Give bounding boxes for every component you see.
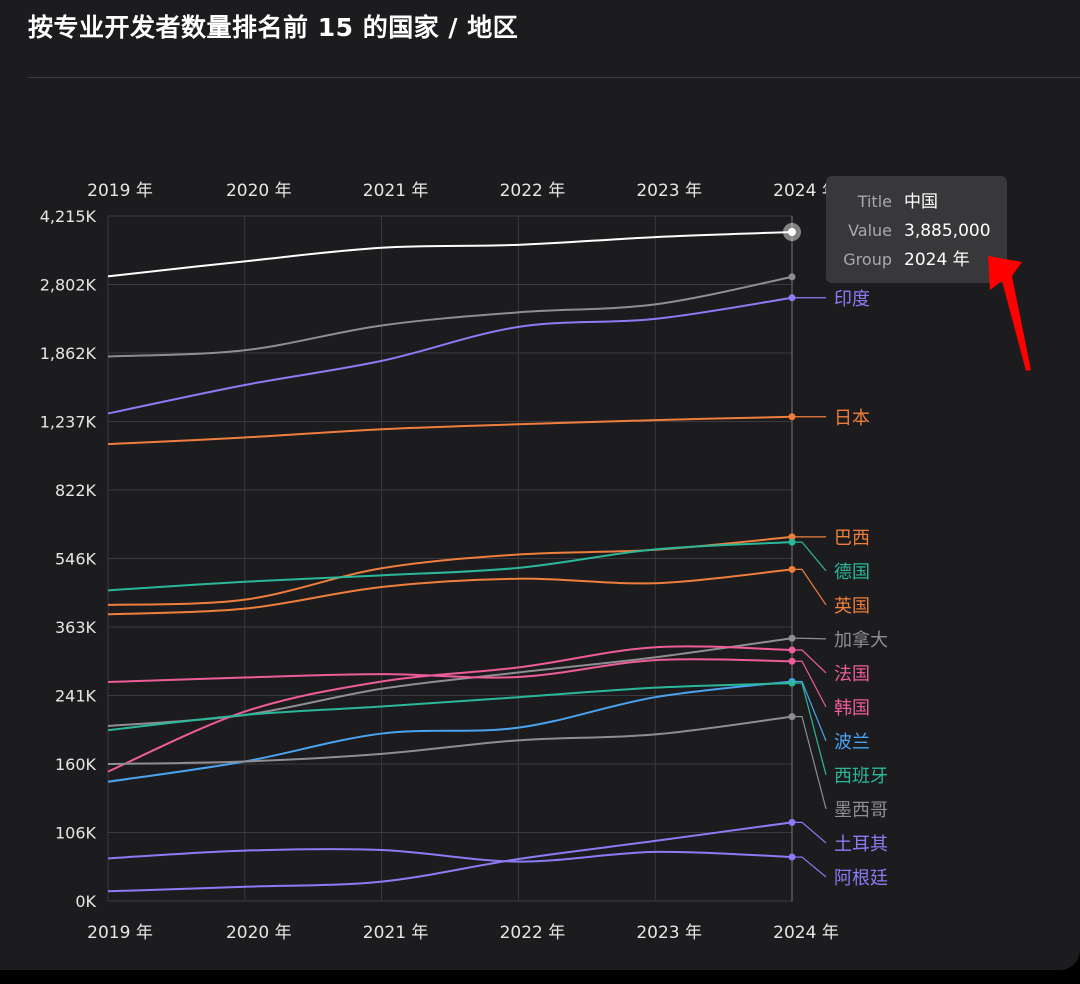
grid: [107, 215, 793, 902]
y-tick-label: 1,862K: [40, 344, 97, 363]
tooltip: Title 中国 Value 3,885,000 Group 2024 年: [826, 176, 1007, 283]
series-end-label[interactable]: 土耳其: [834, 834, 888, 855]
x-tick-label-top: 2020 年: [226, 181, 292, 201]
series-line[interactable]: [107, 821, 793, 893]
series-end-label[interactable]: 西班牙: [834, 766, 888, 787]
series-4[interactable]: [107, 413, 796, 446]
x-tick-label-bottom: 2022 年: [500, 923, 566, 943]
series-label-connector: [792, 716, 827, 810]
series-2[interactable]: [107, 273, 796, 358]
tooltip-key: Group: [843, 250, 892, 269]
annotation-arrow: [988, 256, 1031, 371]
series-8[interactable]: [107, 634, 796, 727]
x-tick-label-bottom: 2023 年: [636, 923, 702, 943]
series-line[interactable]: [107, 296, 793, 415]
series-13[interactable]: [107, 713, 796, 765]
hover-point[interactable]: [788, 227, 796, 236]
tooltip-value: 中国: [904, 192, 938, 212]
series-label-connector: [792, 660, 827, 708]
series-end-label[interactable]: 日本: [834, 408, 870, 429]
tooltip-key: Title: [857, 192, 892, 211]
y-tick-label: 4,215K: [40, 207, 97, 226]
series-line[interactable]: [107, 847, 793, 863]
x-tick-label-top: 2021 年: [363, 181, 429, 201]
x-tick-label-top: 2019 年: [87, 181, 153, 201]
series-end-label[interactable]: 波兰: [834, 732, 870, 753]
series-1[interactable]: [107, 228, 796, 278]
series-line[interactable]: [107, 682, 793, 732]
x-tick-label-bottom: 2020 年: [226, 923, 292, 943]
page-title: 按专业开发者数量排名前 15 的国家 / 地区: [28, 13, 519, 42]
x-tick-label-bottom: 2024 年: [773, 923, 839, 943]
series-label-connector: [792, 541, 827, 572]
series-line[interactable]: [107, 415, 793, 446]
y-tick-label: 0K: [75, 892, 96, 911]
series-end-label[interactable]: 韩国: [834, 698, 870, 719]
series-9[interactable]: [107, 657, 796, 684]
series-10[interactable]: [107, 645, 796, 773]
tooltip-value: 2024 年: [904, 250, 970, 270]
series-14[interactable]: [107, 818, 796, 893]
tooltip-key: Value: [848, 221, 892, 240]
series-end-label[interactable]: 印度: [834, 289, 870, 310]
series-end-point[interactable]: [788, 273, 796, 281]
y-tick-label: 546K: [55, 550, 97, 569]
title-divider: [28, 77, 1080, 78]
tooltip-box: [826, 176, 1007, 283]
series-label-connector: [792, 856, 827, 878]
series-end-label[interactable]: 巴西: [834, 528, 870, 549]
series-line[interactable]: [107, 541, 793, 592]
y-tick-label: 1,237K: [40, 413, 97, 432]
x-tick-label-bottom: 2021 年: [363, 923, 429, 943]
series-end-label[interactable]: 阿根廷: [834, 868, 888, 889]
series-end-label[interactable]: 墨西哥: [834, 800, 888, 821]
y-tick-label: 106K: [55, 824, 97, 843]
series-12[interactable]: [107, 679, 796, 732]
series-label-connector: [792, 568, 827, 606]
series-end-label[interactable]: 法国: [834, 664, 870, 685]
tooltip-value: 3,885,000: [904, 221, 991, 241]
series-label-connector: [792, 682, 827, 776]
y-tick-label: 160K: [55, 755, 97, 774]
series-line[interactable]: [107, 275, 793, 358]
y-tick-label: 241K: [55, 687, 97, 706]
series-15[interactable]: [107, 847, 796, 863]
series-label-connector: [792, 649, 827, 674]
series-label-connector: [792, 680, 827, 742]
series-label-connector: [792, 821, 827, 844]
series-line[interactable]: [107, 637, 793, 727]
y-tick-label: 822K: [55, 481, 97, 500]
x-tick-label-bottom: 2019 年: [87, 923, 153, 943]
x-tick-label-top: 2022 年: [500, 181, 566, 201]
series-end-label[interactable]: 加拿大: [834, 629, 888, 651]
series-line[interactable]: [107, 230, 793, 278]
series-end-label[interactable]: 德国: [834, 562, 870, 583]
series-line[interactable]: [107, 715, 793, 765]
series-line[interactable]: [107, 658, 793, 684]
x-tick-label-top: 2024 年: [773, 181, 839, 201]
series-6[interactable]: [107, 538, 796, 592]
x-tick-label-top: 2023 年: [636, 181, 702, 201]
series-5[interactable]: [107, 533, 796, 606]
series-label-connector: [792, 637, 827, 640]
series-line[interactable]: [107, 568, 793, 616]
series-end-label[interactable]: 英国: [834, 596, 870, 617]
y-tick-label: 363K: [55, 618, 97, 637]
series-line[interactable]: [107, 645, 793, 773]
y-tick-label: 2,802K: [40, 276, 97, 295]
series-line[interactable]: [107, 680, 793, 783]
